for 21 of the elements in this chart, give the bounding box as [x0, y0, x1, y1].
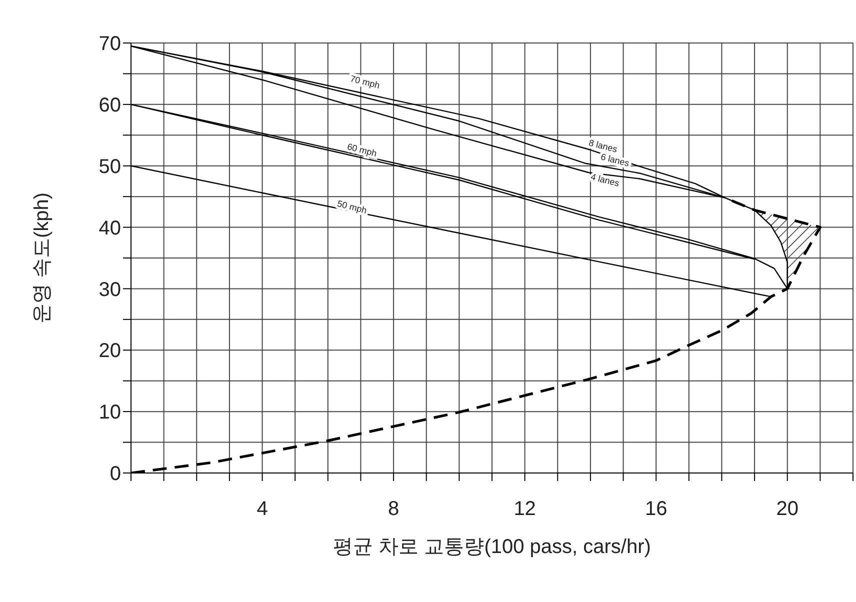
y-tick-label: 40	[98, 217, 121, 240]
x-tick-label: 12	[514, 498, 536, 520]
y-tick-label: 30	[98, 278, 121, 301]
x-tick-label: 8	[388, 498, 400, 520]
annotation: 50 mph	[336, 198, 368, 216]
annotation: 8 lanes	[588, 138, 619, 154]
x-tick-label: 20	[776, 498, 798, 520]
x-axis-title: 평균 차로 교통량(100 pass, cars/hr)	[333, 536, 651, 558]
annotation: 60 mph	[346, 142, 378, 158]
x-tick-label: 4	[256, 498, 268, 520]
y-tick-label: 50	[98, 156, 121, 178]
x-tick-label: 16	[644, 498, 668, 520]
y-tick-label: 60	[98, 94, 121, 117]
y-axis-title: 운영 속도(kph)	[31, 192, 54, 324]
annotation: 4 lanes	[590, 172, 621, 188]
y-tick-label: 20	[98, 340, 121, 362]
annotation: 70 mph	[349, 74, 381, 90]
annotation: 6 lanes	[600, 152, 631, 168]
y-tick-label: 10	[98, 402, 121, 424]
y-tick-label: 0	[110, 463, 121, 486]
y-tick-label: 70	[98, 33, 121, 56]
